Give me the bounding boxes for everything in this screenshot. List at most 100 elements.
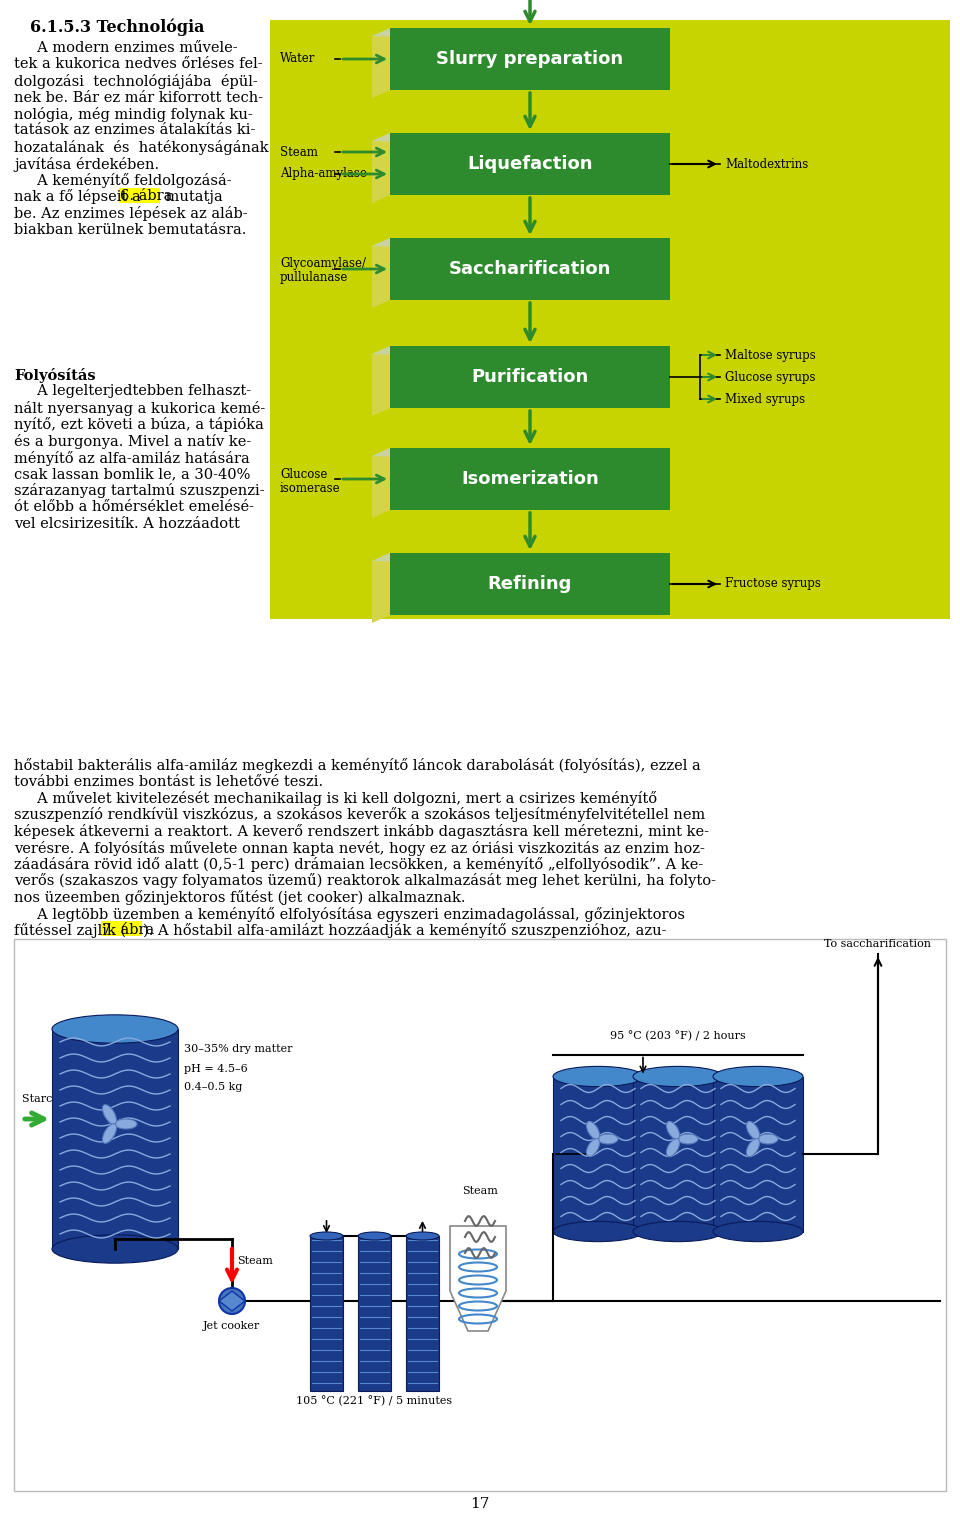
FancyBboxPatch shape bbox=[119, 188, 160, 203]
Text: 0.4–0.5 kg: 0.4–0.5 kg bbox=[184, 1082, 242, 1093]
Text: dolgozási  technológiájába  épül-: dolgozási technológiájába épül- bbox=[14, 74, 257, 89]
Text: ). A hőstabil alfa-amilázt hozzáadják a keményítő szuszpenzióhoz, azu-: ). A hőstabil alfa-amilázt hozzáadják a … bbox=[143, 923, 666, 937]
Text: Steam: Steam bbox=[462, 1187, 498, 1196]
Bar bbox=[52, 1030, 178, 1250]
Bar bbox=[406, 1236, 439, 1391]
Ellipse shape bbox=[666, 1139, 680, 1157]
Text: A legelterjedtebben felhaszt-: A legelterjedtebben felhaszt- bbox=[14, 385, 252, 399]
Text: A modern enzimes művele-: A modern enzimes művele- bbox=[14, 42, 238, 55]
Ellipse shape bbox=[746, 1122, 759, 1139]
Polygon shape bbox=[372, 132, 670, 149]
Bar bbox=[390, 132, 670, 195]
Bar bbox=[270, 20, 950, 619]
Bar bbox=[358, 1236, 391, 1391]
Text: hozatalának  és  hatékonyságának: hozatalának és hatékonyságának bbox=[14, 140, 269, 155]
Ellipse shape bbox=[758, 1134, 778, 1143]
Text: Maltodextrins: Maltodextrins bbox=[725, 157, 808, 171]
FancyBboxPatch shape bbox=[101, 920, 142, 936]
Polygon shape bbox=[372, 448, 670, 463]
Text: Purification: Purification bbox=[471, 368, 588, 386]
Ellipse shape bbox=[598, 1134, 618, 1143]
Polygon shape bbox=[219, 1291, 245, 1311]
Ellipse shape bbox=[406, 1233, 439, 1240]
Text: A művelet kivitelezését mechanikailag is ki kell dolgozni, mert a csirizes kemén: A művelet kivitelezését mechanikailag is… bbox=[14, 791, 658, 806]
Text: Liquefaction: Liquefaction bbox=[468, 155, 592, 172]
Text: hőstabil bakterális alfa-amiláz megkezdi a keményítő láncok darabolását (folyósí: hőstabil bakterális alfa-amiláz megkezdi… bbox=[14, 759, 701, 773]
Text: 7. ábra: 7. ábra bbox=[102, 923, 155, 937]
Text: ményítő az alfa-amiláz hatására: ményítő az alfa-amiláz hatására bbox=[14, 451, 250, 465]
Ellipse shape bbox=[633, 1222, 723, 1242]
Bar bbox=[390, 346, 670, 408]
Text: Glucose syrups: Glucose syrups bbox=[725, 371, 815, 383]
Ellipse shape bbox=[553, 1067, 643, 1087]
Ellipse shape bbox=[633, 1067, 723, 1087]
Text: 95 °C (203 °F) / 2 hours: 95 °C (203 °F) / 2 hours bbox=[611, 1031, 746, 1042]
Text: mutatja: mutatja bbox=[161, 189, 223, 203]
Text: biakban kerülnek bemutatásra.: biakban kerülnek bemutatásra. bbox=[14, 223, 247, 237]
Text: javítása érdekében.: javítása érdekében. bbox=[14, 157, 159, 171]
Polygon shape bbox=[372, 239, 670, 254]
Bar bbox=[553, 1076, 643, 1231]
Polygon shape bbox=[372, 448, 390, 519]
Ellipse shape bbox=[713, 1222, 803, 1242]
Polygon shape bbox=[372, 28, 670, 45]
Bar bbox=[633, 1076, 723, 1231]
Text: nált nyersanyag a kukorica kemé-: nált nyersanyag a kukorica kemé- bbox=[14, 402, 265, 416]
Text: be. Az enzimes lépések az aláb-: be. Az enzimes lépések az aláb- bbox=[14, 206, 248, 222]
Bar bbox=[390, 239, 670, 300]
Text: 105 °C (221 °F) / 5 minutes: 105 °C (221 °F) / 5 minutes bbox=[297, 1396, 452, 1407]
Text: Steam: Steam bbox=[280, 146, 318, 159]
Text: vel elcsirizesitík. A hozzáadott: vel elcsirizesitík. A hozzáadott bbox=[14, 517, 240, 531]
Text: Refining: Refining bbox=[488, 576, 572, 593]
Ellipse shape bbox=[52, 1234, 178, 1264]
Text: Mixed syrups: Mixed syrups bbox=[725, 392, 805, 405]
Text: tek a kukorica nedves őrléses fel-: tek a kukorica nedves őrléses fel- bbox=[14, 57, 263, 71]
Ellipse shape bbox=[553, 1222, 643, 1242]
Bar bbox=[14, 939, 946, 1491]
Text: Starch water: Starch water bbox=[22, 1094, 96, 1103]
Text: Saccharification: Saccharification bbox=[449, 260, 612, 279]
Text: Jet cooker: Jet cooker bbox=[204, 1320, 260, 1331]
Text: csak lassan bomlik le, a 30-40%: csak lassan bomlik le, a 30-40% bbox=[14, 466, 251, 482]
Polygon shape bbox=[372, 346, 390, 416]
Text: szuszpenzíó rendkívül viszkózus, a szokásos keverők a szokásos teljesítményfelvi: szuszpenzíó rendkívül viszkózus, a szoká… bbox=[14, 808, 706, 822]
Text: 6. ábra: 6. ábra bbox=[120, 189, 173, 203]
Ellipse shape bbox=[310, 1233, 343, 1240]
Text: szárazanyag tartalmú szuszpenzi-: szárazanyag tartalmú szuszpenzi- bbox=[14, 483, 265, 499]
Text: nak a fő lépseit a: nak a fő lépseit a bbox=[14, 189, 145, 205]
Text: Folyósítás: Folyósítás bbox=[14, 368, 96, 383]
Text: isomerase: isomerase bbox=[280, 482, 341, 494]
Text: pH = 4.5–6: pH = 4.5–6 bbox=[184, 1063, 248, 1074]
Text: Glycoamylase/: Glycoamylase/ bbox=[280, 257, 366, 271]
Text: Alpha-amylase: Alpha-amylase bbox=[280, 168, 367, 180]
Ellipse shape bbox=[587, 1122, 600, 1139]
Polygon shape bbox=[372, 553, 670, 569]
Text: 30–35% dry matter: 30–35% dry matter bbox=[184, 1043, 293, 1054]
Text: Isomerization: Isomerization bbox=[461, 469, 599, 488]
Text: záadására rövid idő alatt (0,5-1 perc) drámaian lecsökken, a keményítő „elfollyó: záadására rövid idő alatt (0,5-1 perc) d… bbox=[14, 857, 704, 873]
Text: verésre. A folyósítás művelete onnan kapta nevét, hogy ez az óriási viszkozitás : verésre. A folyósítás művelete onnan kap… bbox=[14, 840, 705, 856]
Text: Water: Water bbox=[280, 52, 316, 66]
Text: A keményítő feldolgozásá-: A keményítő feldolgozásá- bbox=[14, 172, 231, 188]
Ellipse shape bbox=[587, 1139, 600, 1157]
Ellipse shape bbox=[103, 1105, 116, 1125]
Text: 6.1.5.3 Technológia: 6.1.5.3 Technológia bbox=[30, 18, 204, 37]
Text: ót előbb a hőmérséklet emelésé-: ót előbb a hőmérséklet emelésé- bbox=[14, 500, 254, 514]
Text: Glucose: Glucose bbox=[280, 468, 327, 480]
Text: To saccharification: To saccharification bbox=[825, 939, 931, 950]
Text: 17: 17 bbox=[470, 1497, 490, 1511]
Text: tatások az enzimes átalakítás ki-: tatások az enzimes átalakítás ki- bbox=[14, 123, 255, 137]
Polygon shape bbox=[372, 132, 390, 203]
Ellipse shape bbox=[713, 1067, 803, 1087]
Polygon shape bbox=[372, 346, 670, 362]
Bar bbox=[390, 448, 670, 509]
Ellipse shape bbox=[358, 1233, 391, 1240]
Ellipse shape bbox=[115, 1119, 137, 1130]
Text: nyítő, ezt követi a búza, a tápióka: nyítő, ezt követi a búza, a tápióka bbox=[14, 417, 264, 432]
Ellipse shape bbox=[666, 1122, 680, 1139]
Polygon shape bbox=[372, 553, 390, 623]
Bar bbox=[310, 1236, 343, 1391]
Bar bbox=[390, 28, 670, 89]
Ellipse shape bbox=[103, 1123, 116, 1143]
Text: nos üzeemben gőzinjektoros fűtést (jet cooker) alkalmaznak.: nos üzeemben gőzinjektoros fűtést (jet c… bbox=[14, 890, 466, 905]
